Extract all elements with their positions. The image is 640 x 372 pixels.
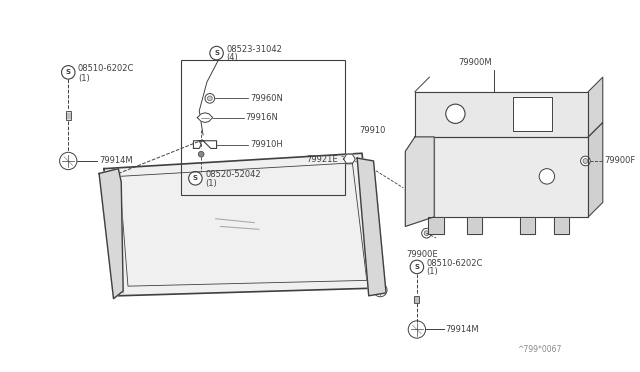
Circle shape [408,321,426,338]
Polygon shape [415,92,588,137]
Circle shape [410,260,424,274]
Circle shape [189,171,202,185]
Text: S: S [193,175,198,181]
Polygon shape [104,153,376,296]
Text: 79910H: 79910H [250,140,283,149]
Text: (4): (4) [226,54,238,62]
Polygon shape [554,217,569,234]
Polygon shape [428,217,444,234]
Text: 79910: 79910 [359,126,385,135]
Text: (1): (1) [78,74,90,83]
Bar [66,111,70,120]
Circle shape [207,96,212,101]
Circle shape [198,151,204,157]
Text: 79921E: 79921E [306,154,338,164]
Bar [415,296,419,304]
Polygon shape [467,217,483,234]
Text: 79960N: 79960N [250,94,283,103]
Polygon shape [405,137,434,227]
Circle shape [61,65,75,79]
Text: 79900M: 79900M [458,58,492,67]
Polygon shape [99,169,123,299]
Polygon shape [434,137,588,217]
Circle shape [539,169,555,184]
Polygon shape [513,97,552,131]
Text: (1): (1) [205,179,217,187]
Text: ^799*0067: ^799*0067 [517,344,561,353]
Circle shape [60,152,77,170]
Circle shape [205,93,214,103]
Text: 79916N: 79916N [246,113,278,122]
Bar [181,60,345,195]
Text: 08523-31042: 08523-31042 [226,45,282,54]
Circle shape [424,231,429,235]
Text: S: S [66,69,71,76]
Polygon shape [197,113,212,122]
Polygon shape [588,77,603,137]
Text: S: S [214,50,219,56]
Circle shape [210,46,223,60]
Text: 79914M: 79914M [446,325,479,334]
Circle shape [422,228,431,238]
Text: 79900F: 79900F [605,157,636,166]
Polygon shape [193,141,216,148]
Text: (1): (1) [426,267,438,276]
Text: 79900E: 79900E [406,250,438,259]
Circle shape [580,156,590,166]
Text: 79914M: 79914M [99,157,132,166]
Circle shape [446,104,465,124]
Circle shape [583,158,588,163]
Text: 08510-6202C: 08510-6202C [78,64,134,73]
Text: 08510-6202C: 08510-6202C [426,259,483,267]
Polygon shape [357,158,386,296]
Polygon shape [344,154,355,164]
Text: 08520-52042: 08520-52042 [205,170,260,179]
Polygon shape [588,122,603,217]
Text: S: S [414,264,419,270]
Circle shape [374,283,387,297]
Polygon shape [520,217,535,234]
